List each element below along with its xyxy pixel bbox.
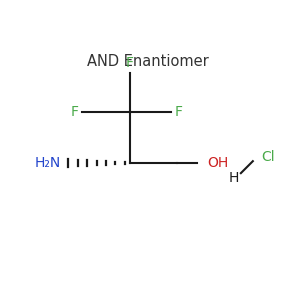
- Text: OH: OH: [207, 156, 229, 170]
- Text: F: F: [71, 105, 79, 119]
- Text: F: F: [174, 105, 182, 119]
- Text: AND Enantiomer: AND Enantiomer: [87, 54, 208, 69]
- Text: Cl: Cl: [261, 150, 275, 164]
- Text: F: F: [126, 56, 134, 70]
- Text: H₂N: H₂N: [34, 156, 61, 170]
- Text: H: H: [229, 171, 239, 185]
